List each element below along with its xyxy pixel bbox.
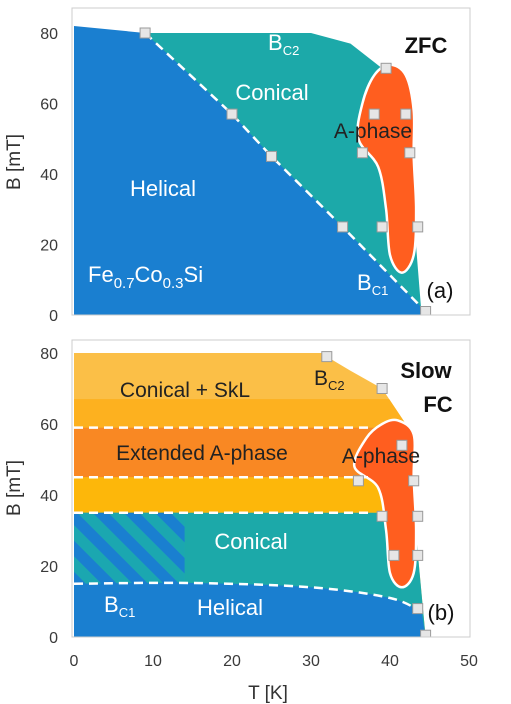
compound-si: Si [184,262,204,287]
b-ytick-20: 20 [40,559,58,576]
compound-co: Co [135,262,163,287]
a-marker-11 [412,221,424,233]
b-marker-0 [321,351,333,363]
xtick-0: 0 [70,653,79,670]
y-axis-label-a: B [mT] [4,134,25,190]
a-marker-9 [404,147,416,159]
panel-a-frame [71,7,471,316]
markers-b [321,351,432,637]
a-marker-4 [420,306,432,315]
bc2-label-b-sub: C2 [328,378,345,393]
region-label-helical-a: Helical [130,176,196,201]
b-marker-4 [408,475,420,487]
helical-region-b [74,582,426,637]
xtick-20: 20 [223,653,241,670]
dashed-levels-b [74,426,371,515]
a-marker-7 [400,108,412,120]
b-marker-1 [376,383,388,394]
compound-co-sub: 0.3 [163,275,184,292]
a-marker-5 [380,62,392,74]
bc1-boundary-a [144,32,427,313]
a-ytick-0: 0 [49,308,58,325]
b-ytick-0: 0 [49,630,58,647]
b-marker-10 [420,629,432,637]
b-ytick-60: 60 [40,417,58,434]
corner-label-zfc: ZFC [405,33,448,58]
bc2-label-b-main: B [314,367,328,390]
region-label-conical-b: Conical [214,529,287,554]
panel-b [72,340,470,637]
band-lower-b [74,477,414,513]
compound-fe-sub: 0.7 [114,275,135,292]
b-marker-3 [352,475,364,487]
bc1-label-a-sub: C1 [372,283,389,298]
xtick-40: 40 [381,653,399,670]
bc1-label-a-main: B [357,270,372,295]
a-marker-8 [356,147,368,159]
a-ytick-60: 60 [40,97,58,114]
compound-label: Fe0.7Co0.3Si [88,262,203,292]
b-ytick-80: 80 [40,346,58,363]
x-axis-ticks-b: 0 10 20 30 40 50 [70,653,478,670]
panel-b-frame [71,339,471,638]
a-marker-2 [266,150,277,162]
region-label-a-phase-b: A-phase [342,445,420,468]
bc1-label-a: BC1 [357,270,388,298]
corner-label-fc: FC [423,392,452,417]
b-marker-5 [376,510,388,522]
markers-a [139,27,432,315]
bc2-label-a: BC2 [268,30,299,58]
panel-a [72,8,470,315]
a-ytick-20: 20 [40,238,58,255]
xtick-10: 10 [144,653,162,670]
a-ytick-40: 40 [40,167,58,184]
region-label-extended-a-phase-b: Extended A-phase [116,442,288,465]
region-label-conical-a: Conical [235,80,308,105]
band-upper-b [74,399,407,428]
bc1-boundary-b [73,581,423,614]
region-label-conical-skl-b: Conical + SkL [120,379,250,402]
y-axis-label-b: B [mT] [4,460,25,516]
panel-label-a: (a) [427,278,454,303]
xtick-30: 30 [302,653,320,670]
extended-a-phase-band-b [74,427,411,478]
region-label-a-phase-a: A-phase [334,120,412,143]
b-marker-6 [412,510,424,522]
xtick-50: 50 [460,653,478,670]
y-axis-ticks-b: 0 20 40 60 80 [40,346,58,647]
bc1-label-b: BC1 [104,592,135,620]
a-marker-0 [139,27,151,39]
a-marker-3 [337,221,349,233]
b-marker-2 [396,439,408,451]
a-ytick-80: 80 [40,26,58,43]
region-label-helical-b: Helical [197,595,263,620]
helical-region-a [74,25,426,315]
x-axis-label: T [K] [248,683,288,704]
b-marker-7 [388,549,400,561]
bc1-label-b-main: B [104,592,119,617]
a-marker-10 [376,221,388,233]
y-axis-ticks-a: 0 20 40 60 80 [40,26,58,325]
panel-label-b: (b) [428,600,455,625]
corner-label-slow: Slow [400,358,452,383]
b-marker-9 [412,603,424,615]
b-ytick-40: 40 [40,488,58,505]
a-marker-6 [368,108,380,120]
hatched-region-b [74,512,185,584]
bc2-label-b: BC2 [314,367,345,393]
bc2-label-a-main: B [268,30,283,55]
bc2-label-a-sub: C2 [283,43,300,58]
b-marker-8 [412,549,424,561]
bc1-label-b-sub: C1 [119,605,136,620]
compound-fe: Fe [88,262,114,287]
a-marker-1 [226,108,238,120]
